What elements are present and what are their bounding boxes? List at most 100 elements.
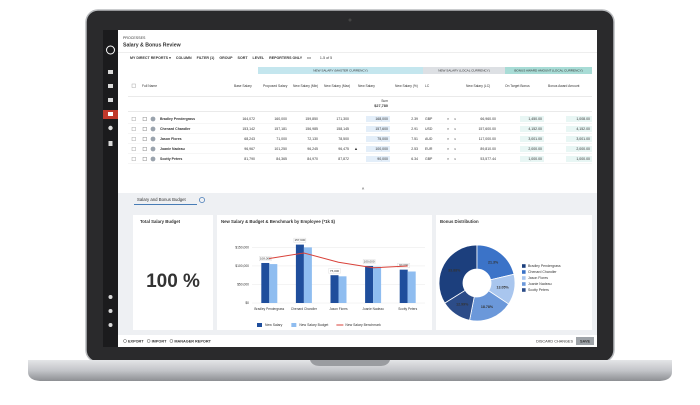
dropdown-icon[interactable]: ∨	[454, 157, 456, 161]
header-checkbox[interactable]	[132, 84, 136, 88]
footer-action[interactable]: IMPORT	[152, 339, 167, 343]
cell: 53,577.44	[480, 157, 496, 161]
bar	[269, 264, 277, 303]
column-header[interactable]: New Salary (Min)	[293, 84, 318, 88]
row-checkbox[interactable]	[132, 147, 136, 151]
icon-bell[interactable]	[109, 295, 113, 299]
toolbar-item[interactable]: SORT	[238, 56, 249, 60]
toolbar-item[interactable]: GROUP	[219, 56, 233, 60]
cell: 153,142	[242, 127, 255, 131]
value-label: 33.88%	[448, 268, 461, 272]
toolbar-item[interactable]: REPORTERS ONLY	[269, 56, 303, 60]
row-checkbox[interactable]	[132, 127, 136, 131]
avatar	[151, 147, 156, 152]
toolbar-item[interactable]: FILTER (1)	[197, 56, 216, 60]
legend-label: New Salary	[265, 323, 283, 327]
row-expand[interactable]	[143, 137, 147, 141]
reject-icon[interactable]: ×	[447, 137, 449, 141]
value-label: 100,000	[364, 260, 375, 264]
column-header[interactable]: Bonus Award Amount	[548, 84, 580, 88]
cell: 3,001.00	[528, 137, 542, 141]
cell: 2,000.00	[528, 147, 542, 151]
icon-user[interactable]	[109, 309, 113, 313]
cell: 2.39	[411, 117, 418, 121]
save[interactable]: SAVE	[580, 339, 591, 343]
column-header[interactable]: LC	[425, 84, 430, 88]
dropdown-icon[interactable]: ∨	[454, 137, 456, 141]
legend-swatch	[522, 270, 526, 274]
cell: 90,000	[377, 157, 388, 161]
column-header[interactable]: New Salary (%)	[395, 84, 418, 88]
page-title[interactable]: Salary & Bonus Review	[123, 42, 182, 48]
column-header[interactable]: Base Salary	[234, 84, 252, 88]
row-expand[interactable]	[143, 157, 147, 161]
value-label: 21.3%	[488, 261, 499, 265]
cell: 4,152.00	[528, 127, 542, 131]
icon-home[interactable]	[108, 70, 113, 74]
row-checkbox[interactable]	[132, 117, 136, 121]
row-checkbox[interactable]	[132, 157, 136, 161]
discard[interactable]: DISCARD CHANGES	[536, 339, 573, 343]
icon-doc[interactable]	[109, 141, 113, 146]
bar	[373, 267, 381, 303]
column-header[interactable]: Full Name	[142, 84, 157, 88]
value-label: 18.78%	[481, 305, 494, 309]
y-tick-label: $100,000	[235, 264, 249, 268]
legend-swatch	[522, 264, 526, 268]
section-label: PROCESSES	[123, 36, 146, 40]
icon-settings[interactable]	[109, 323, 113, 327]
toolbar-item[interactable]: MY DIRECT REPORTS ▾	[130, 56, 172, 60]
column-header[interactable]: New Salary (LC)	[466, 84, 490, 88]
column-header[interactable]: Proposed Salary	[263, 84, 288, 88]
tab[interactable]: Salary and Bonus Budget	[137, 197, 187, 202]
cell: 168,000	[375, 117, 388, 121]
cell: 171,300	[336, 117, 349, 121]
cell: 101,250	[274, 147, 287, 151]
dropdown-icon[interactable]: ∨	[454, 147, 456, 151]
sidebar	[103, 30, 118, 347]
toolbar-item[interactable]: COLUMN	[176, 56, 192, 60]
avatar	[151, 137, 156, 142]
cell: 96,967	[244, 147, 255, 151]
footer-action[interactable]: MANAGER REPORT	[174, 339, 211, 343]
employee-name[interactable]: Jason Flores	[160, 137, 182, 141]
column-header[interactable]: New Salary	[358, 84, 375, 88]
icon-people[interactable]	[108, 84, 113, 88]
cell: 117,000.00	[479, 137, 496, 141]
row-expand[interactable]	[143, 117, 147, 121]
footer-action[interactable]: EXPORT	[128, 339, 144, 343]
column-header[interactable]: New Salary (Max)	[324, 84, 350, 88]
employee-name[interactable]: Joanie Nadeau	[160, 147, 185, 151]
cell: 87,872	[338, 157, 349, 161]
reject-icon[interactable]: ×	[447, 147, 449, 151]
y-tick-label: $0	[245, 301, 249, 305]
icon-search[interactable]	[108, 126, 112, 130]
column-group-label: NEW SALARY (LOCAL CURRENCY)	[438, 69, 490, 73]
reject-icon[interactable]: ×	[447, 157, 449, 161]
row-checkbox[interactable]	[132, 137, 136, 141]
cell: GBP	[425, 117, 433, 121]
employee-name[interactable]: Chenard Chandler	[160, 127, 191, 131]
dropdown-icon[interactable]: ∨	[454, 127, 456, 131]
card-title: New Salary & Budget & Benchmark by Emplo…	[221, 219, 335, 224]
cell: 1,008.00	[576, 117, 590, 121]
column-header[interactable]: On Target Bonus	[505, 84, 530, 88]
cell: 78,500	[338, 137, 349, 141]
record-count: 1-5 of 5	[320, 56, 332, 60]
row-expand[interactable]	[143, 127, 147, 131]
toolbar-item[interactable]: LEVEL	[253, 56, 265, 60]
row-expand[interactable]	[143, 147, 147, 151]
icon-processes[interactable]	[108, 112, 113, 116]
legend-swatch	[291, 323, 296, 327]
cell: 1,450.00	[528, 117, 542, 121]
employee-name[interactable]: Bradley Pendergrass	[160, 117, 195, 121]
icon-chart[interactable]	[108, 98, 113, 102]
reject-icon[interactable]: ×	[447, 117, 449, 121]
tab-underline	[134, 204, 197, 205]
card-title: Total Salary Budget	[140, 219, 181, 224]
employee-name[interactable]: Scotty Peters	[160, 157, 182, 161]
reject-icon[interactable]: ×	[447, 127, 449, 131]
dropdown-icon[interactable]: ∨	[454, 117, 456, 121]
cell: 1,000.00	[576, 157, 590, 161]
